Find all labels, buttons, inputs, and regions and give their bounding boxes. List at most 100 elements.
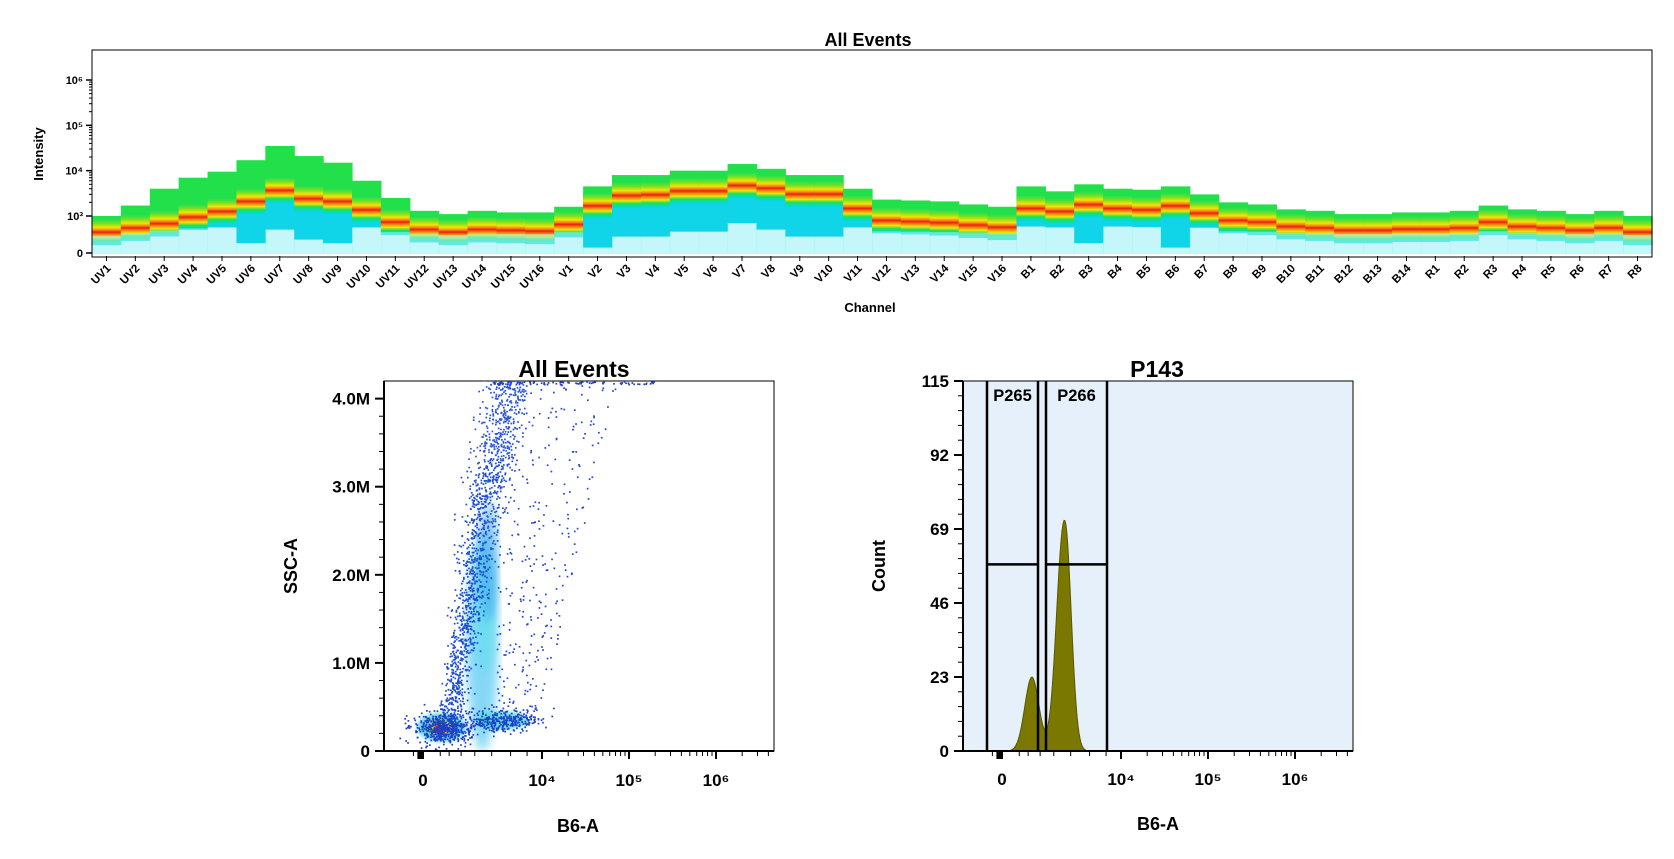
scatter-event — [500, 718, 503, 720]
scatter-event — [479, 584, 481, 587]
scatter-event — [427, 726, 430, 729]
scatter-event — [472, 637, 474, 639]
scatter-event — [497, 450, 499, 452]
scatter-event — [567, 513, 569, 516]
scatter-event — [486, 557, 489, 560]
scatter-event — [462, 642, 465, 645]
scatter-event — [469, 521, 471, 524]
scatter-event — [448, 739, 450, 742]
spectrum-column — [380, 197, 411, 254]
scatter-event — [533, 719, 536, 722]
scatter-event — [512, 457, 514, 460]
scatter-event — [455, 651, 458, 654]
scatter-event — [540, 601, 542, 604]
scatter-event — [505, 417, 508, 420]
scatter-event — [450, 731, 453, 733]
scatter-event — [470, 492, 473, 494]
scatter-event — [450, 736, 452, 738]
scatter-event — [505, 722, 507, 724]
scatter-event — [533, 710, 536, 712]
scatter-event — [464, 644, 467, 647]
scatter-event — [459, 668, 462, 671]
scatter-event — [512, 719, 515, 721]
scatter-event — [444, 734, 446, 737]
scatter-event — [550, 470, 553, 473]
scatter-event — [490, 465, 493, 467]
scatter-event — [536, 709, 538, 711]
scatter-event — [457, 677, 460, 679]
scatter-event — [460, 476, 463, 479]
scatter-event — [482, 573, 485, 576]
scatter-event — [485, 728, 487, 730]
scatter-event — [492, 540, 495, 542]
scatter-event — [502, 728, 504, 731]
scatter-event — [507, 717, 509, 719]
scatter-event — [445, 699, 448, 702]
scatter-event — [486, 721, 489, 724]
scatter-event — [472, 576, 475, 578]
scatter-event — [504, 417, 507, 419]
scatter-event — [481, 710, 484, 713]
scatter-event — [439, 737, 442, 740]
scatter-event — [491, 459, 494, 462]
scatter-event — [542, 635, 545, 637]
scatter-event — [436, 717, 438, 720]
scatter-event — [509, 442, 511, 445]
scatter-event — [472, 619, 475, 622]
scatter-event — [456, 692, 458, 695]
scatter-event — [500, 381, 503, 383]
scatter-event — [428, 710, 431, 713]
scatter-event — [500, 486, 503, 489]
scatter-event — [439, 726, 441, 729]
scatter-event — [583, 522, 586, 524]
spectrum-column — [265, 146, 295, 254]
scatter-event — [425, 728, 428, 731]
scatter-event — [440, 700, 443, 702]
scatter-event — [461, 552, 463, 554]
scatter-event — [520, 717, 522, 719]
scatter-event — [465, 619, 468, 622]
scatter-event — [450, 717, 452, 720]
scatter-event — [506, 725, 508, 728]
gate-p265: P265 — [985, 381, 1040, 751]
scatter-event — [512, 723, 514, 726]
scatter-event — [508, 652, 511, 654]
scatter-event — [451, 671, 453, 674]
scatter-event — [464, 735, 466, 737]
scatter-event — [529, 381, 531, 384]
scatter-event — [591, 476, 594, 479]
scatter-event — [466, 582, 468, 585]
scatter-event — [508, 603, 511, 605]
scatter-event — [500, 394, 503, 397]
scatter-event — [483, 541, 486, 544]
scatter-event — [492, 444, 494, 447]
scatter-event — [452, 688, 455, 690]
scatter-event — [452, 733, 454, 736]
scatter-event — [482, 534, 484, 537]
scatter-event — [422, 726, 424, 729]
scatter-event — [508, 727, 510, 730]
scatter-event — [474, 581, 476, 583]
scatter-event — [448, 733, 450, 736]
scatter-event — [431, 725, 434, 728]
scatter-event — [472, 544, 475, 546]
scatter-event — [461, 623, 463, 625]
scatter-event — [489, 491, 492, 494]
scatter-event — [452, 682, 454, 685]
scatter-event — [474, 428, 477, 431]
spectrum-cell — [1016, 195, 1046, 222]
scatter-event — [497, 455, 500, 458]
spectrum-column — [1189, 194, 1220, 254]
spectrum-ytick-label: 10⁴ — [65, 166, 83, 178]
scatter-event — [508, 548, 511, 550]
scatter-event — [588, 386, 591, 389]
scatter-event — [488, 462, 491, 465]
scatter-event — [446, 673, 448, 675]
scatter-event — [538, 412, 541, 415]
scatter-event — [508, 717, 510, 719]
scatter-event — [472, 533, 474, 536]
spectrum-xtick-label: V5 — [673, 262, 692, 281]
scatter-event — [427, 735, 430, 738]
scatter-event — [503, 416, 505, 418]
scatter-event — [645, 382, 648, 385]
